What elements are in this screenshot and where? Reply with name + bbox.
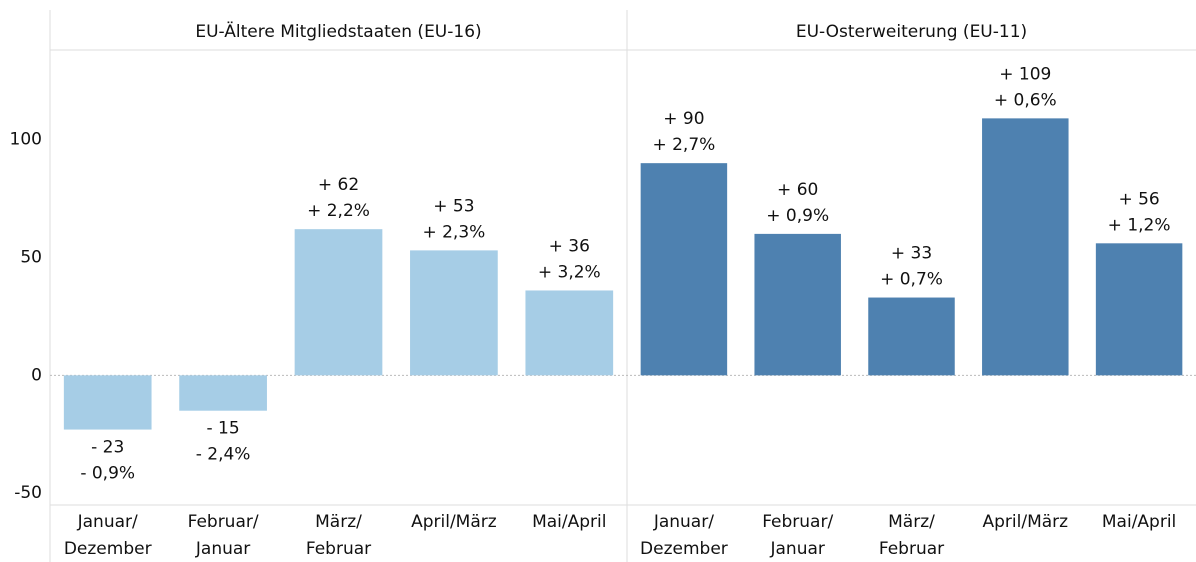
panel-title: EU-Ältere Mitgliedstaaten (EU-16) [195,21,481,42]
value-label: + 53 [433,196,474,216]
value-label: + 109 [999,64,1051,84]
x-tick-label: März/ [315,512,362,532]
percent-label: + 1,2% [1108,215,1171,235]
bar [410,250,498,376]
x-tick-label: Januar [770,539,825,559]
bar [1095,243,1183,376]
bar [525,290,614,376]
value-label: + 33 [891,244,932,264]
percent-label: + 2,7% [652,135,715,155]
value-label: + 36 [549,236,590,256]
bar [640,163,728,376]
y-tick-label: 0 [31,365,42,385]
x-tick-label: Mai/April [1102,512,1176,532]
percent-label: + 0,9% [766,206,829,226]
value-label: - 15 [207,419,240,439]
x-tick-label: Januar/ [77,512,138,532]
x-tick-label: Februar/ [188,512,259,532]
bar [63,375,152,430]
y-tick-label: -50 [14,483,42,503]
value-label: + 62 [318,175,359,195]
percent-label: - 0,9% [80,464,135,484]
percent-label: - 2,4% [196,445,251,465]
panel-title: EU-Osterweiterung (EU-11) [796,22,1027,42]
bar [179,375,267,411]
percent-label: + 0,7% [880,270,943,290]
value-label: + 60 [777,180,818,200]
y-tick-label: 50 [20,247,42,267]
bar [754,233,841,376]
x-tick-label: April/März [983,512,1069,532]
x-tick-label: März/ [888,512,935,532]
x-tick-label: Februar/ [762,512,833,532]
x-tick-label: Januar [195,539,250,559]
bar [294,229,383,376]
percent-label: + 0,6% [994,90,1057,110]
percent-label: + 2,3% [422,222,485,242]
x-tick-label: Dezember [64,539,152,559]
value-label: + 56 [1118,189,1159,209]
value-label: - 23 [91,438,124,458]
x-tick-label: Februar [879,539,944,559]
x-tick-label: Februar [306,539,371,559]
bar [982,118,1069,376]
y-tick-label: 100 [10,130,42,150]
x-tick-label: Dezember [640,539,728,559]
bar [868,297,955,376]
percent-label: + 2,2% [307,201,370,221]
x-tick-label: Mai/April [532,512,606,532]
x-tick-label: April/März [411,512,497,532]
percent-label: + 3,2% [538,262,601,282]
x-tick-label: Januar/ [653,512,714,532]
value-label: + 90 [663,109,704,129]
